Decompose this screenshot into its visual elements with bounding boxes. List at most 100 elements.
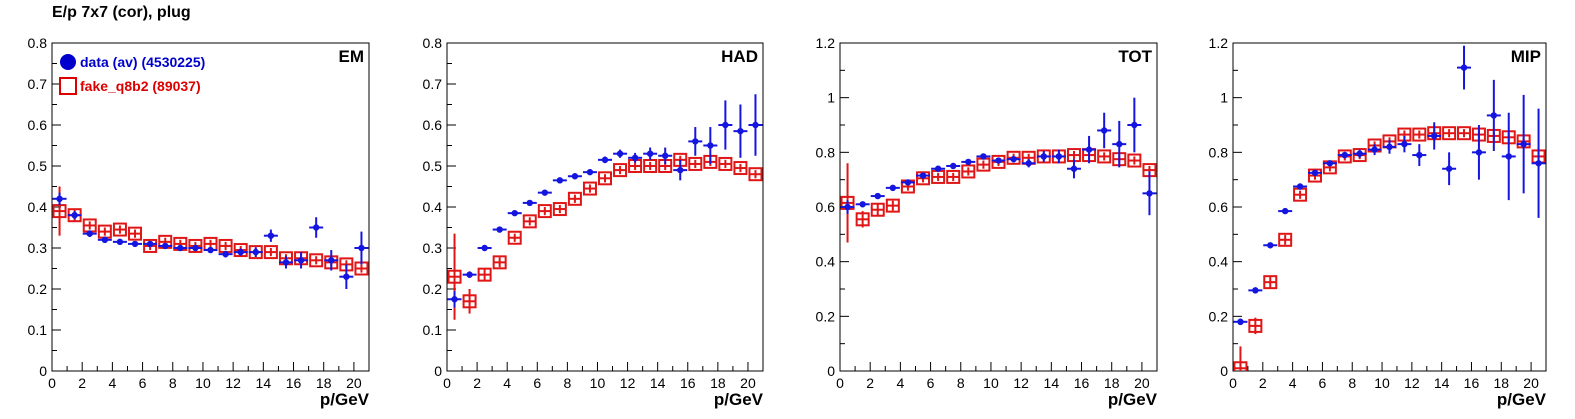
fake-point [447,269,462,284]
data-point [919,172,927,179]
x-tick-label: 6 [927,375,935,391]
x-tick-label: 14 [1044,375,1060,391]
x-tick-label: 8 [563,375,571,391]
data-point [1100,127,1108,134]
data-point [722,121,729,129]
series-data [447,94,763,308]
y-tick-label: 0.4 [816,254,836,270]
x-tick-label: 16 [1074,375,1090,391]
x-tick-label: 0 [443,375,451,391]
x-tick-label: 10 [1374,375,1390,391]
fake-point [870,202,885,217]
fake-point [1127,153,1142,168]
data-point [1146,190,1153,197]
data-point [146,240,154,248]
x-tick-label: 4 [503,375,511,391]
data-point [328,257,335,264]
fake-point [1457,126,1472,141]
series-data [1233,45,1546,326]
y-tick-label: 0.2 [1209,308,1229,324]
data-point [646,150,654,157]
fake-point [1352,148,1367,163]
data-point [312,224,320,231]
x-tick-label: 16 [1464,375,1480,391]
data-point [222,250,229,258]
fake-point [263,245,278,260]
data-point [1131,121,1138,129]
series-fake [52,186,369,276]
panel-title: HAD [721,47,758,66]
fake-point [916,171,931,186]
fake-point [961,164,976,179]
x-tick-label: 18 [316,375,332,391]
y-tick-label: 0.8 [816,144,836,160]
y-tick-label: 0.2 [423,281,443,297]
fake-point [598,171,612,186]
y-tick-label: 0.4 [423,199,443,215]
data-point [466,271,473,278]
x-tick-label: 10 [983,375,999,391]
y-tick-label: 0.5 [28,158,48,174]
data-point [965,158,972,166]
y-tick-label: 1.2 [816,35,836,51]
y-tick-label: 0.4 [1209,254,1229,270]
x-axis-label: p/GeV [1108,390,1158,409]
fake-point [233,243,248,258]
x-tick-label: 0 [836,375,844,391]
data-point [116,238,124,246]
fake-point [582,181,597,196]
data-point [950,162,957,170]
y-tick-label: 1.2 [1209,35,1229,51]
data-point [707,142,714,149]
x-tick-label: 14 [1434,375,1450,391]
data-point [526,199,533,207]
data-point [358,244,365,252]
x-tick-label: 6 [533,375,541,391]
y-tick-label: 0 [827,363,835,379]
panel-title: EM [339,47,365,66]
data-point [282,259,290,266]
data-point [1490,112,1498,119]
x-tick-label: 12 [620,375,636,391]
y-tick-label: 0.6 [423,117,443,133]
fake-point [855,212,870,227]
data-point [752,121,759,129]
series-data [840,97,1157,216]
data-point [1070,165,1078,172]
data-point [162,242,169,250]
series-fake [447,152,763,320]
y-tick-label: 0.1 [28,322,48,338]
y-tick-label: 0.1 [423,322,443,338]
data-point [601,156,609,164]
fake-point [1233,361,1248,371]
x-tick-label: 6 [1319,375,1327,391]
chart-panel-had: 0 0.1 0.2 0.3 0.4 0.5 0.6 0.7 0.8 0 2 4 6 8 10 12 14 16 18… [423,35,764,409]
x-tick-label: 10 [590,375,606,391]
y-tick-label: 0.8 [28,35,48,51]
data-point [995,157,1002,164]
plot-frame [1232,42,1547,372]
data-point [844,203,851,211]
data-point [101,236,109,243]
data-point [451,296,458,303]
data-point [1386,143,1393,151]
x-tick-label: 0 [1229,375,1237,391]
data-point [1055,153,1063,160]
data-point [980,153,987,160]
fake-point [507,230,522,245]
legend-marker-data [60,54,76,70]
y-tick-label: 0.6 [816,199,836,215]
data-point [616,150,624,157]
y-tick-label: 0.3 [423,240,443,256]
fake-point [1278,232,1293,247]
data-point [1445,165,1453,172]
fake-point [1442,126,1457,141]
x-tick-label: 4 [1289,375,1297,391]
x-tick-label: 2 [473,375,481,391]
data-point [131,240,139,248]
data-point [1341,151,1348,159]
fake-point [112,222,127,237]
x-tick-label: 4 [108,375,116,391]
data-point [192,244,199,252]
panel-title: MIP [1511,47,1541,66]
